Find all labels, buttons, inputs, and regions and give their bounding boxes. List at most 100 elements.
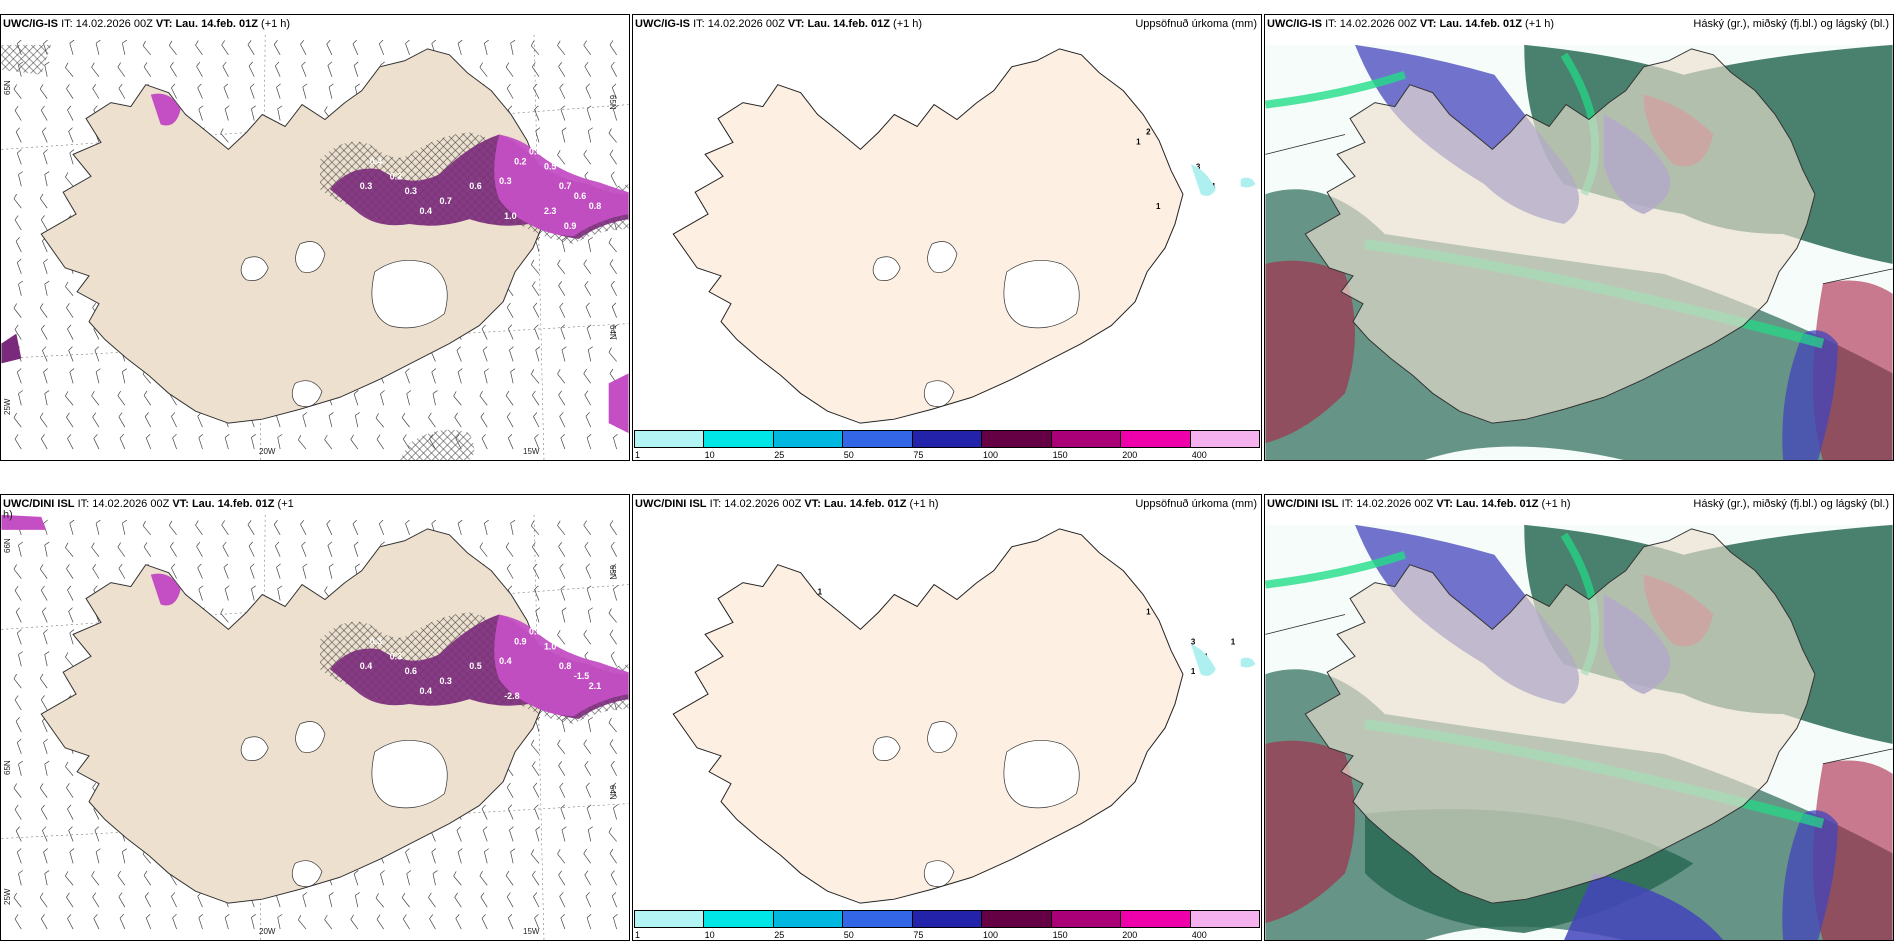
- axis-label-w25: 25W: [3, 888, 12, 905]
- colorbar-tick-label: 150: [1052, 930, 1068, 940]
- init-time: 14.02.2026 00Z: [1339, 18, 1417, 30]
- colorbar-tick-label: 400: [1191, 930, 1207, 940]
- init-time: 14.02.2026 00Z: [75, 18, 153, 30]
- map-panel-1: 0.4 0.3 0.2 0.3 0.4 0.7 0.6 0.3 0.2 0.3 0.5 0.7 0.6 0…: [0, 14, 630, 461]
- map-canvas: 1 1 3 1 1 1: [633, 495, 1261, 940]
- valid-time: Lau. 14.feb. 01Z: [823, 498, 907, 510]
- colorbar-swatch: [704, 430, 774, 448]
- colorbar-swatch: [1190, 430, 1260, 448]
- axis-label-w15: 15W: [523, 927, 540, 936]
- axis-label-n66: 66N: [3, 538, 12, 553]
- colorbar-tick-label: 150: [1052, 450, 1068, 460]
- colorbar-swatch: [982, 910, 1052, 928]
- vt-label: VT:: [155, 18, 173, 30]
- valid-time: Lau. 14.feb. 01Z: [1439, 18, 1522, 30]
- init-time: 14.02.2026 00Z: [724, 498, 802, 510]
- panel-header: UWC/DINI ISL IT: 14.02.2026 00Z VT: Lau.…: [1265, 495, 1893, 513]
- colorbar-tick-label: 25: [774, 450, 785, 460]
- map-canvas: [1265, 495, 1893, 940]
- precip-value-label: 0.5: [544, 161, 556, 171]
- accum-label: 1: [1231, 637, 1236, 646]
- valid-time: Lau. 14.feb. 01Z: [807, 18, 890, 30]
- valid-time: Lau. 14.feb. 01Z: [191, 498, 275, 510]
- precip-value-label: 0.4: [420, 686, 432, 696]
- panel-header: UWC/IG-IS IT: 14.02.2026 00Z VT: Lau. 14…: [633, 15, 1261, 33]
- accum-label: 1: [1136, 137, 1141, 146]
- model-name: UWC/IG-IS: [1267, 18, 1322, 30]
- colorbar-tick-label: 100: [983, 450, 999, 460]
- axis-label-w20: 20W: [259, 927, 276, 936]
- colorbar-tick-label: 1: [635, 930, 641, 940]
- panel-header: UWC/IG-IS IT: 14.02.2026 00Z VT: Lau. 14…: [1265, 15, 1893, 33]
- axis-label-n65-right: 65N: [608, 95, 617, 110]
- colorbar-swatch: [634, 430, 705, 448]
- precip-value-label: 0.9: [514, 636, 526, 646]
- precip-value-label: 0.2: [514, 156, 526, 166]
- colorbar-tick-label: 10: [704, 930, 715, 940]
- colorbar-swatch: [1051, 910, 1122, 928]
- axis-label-w20: 20W: [259, 447, 276, 456]
- colorbar-swatch: [773, 430, 844, 448]
- init-time: 14.02.2026 00Z: [1356, 498, 1434, 510]
- precip-value-label: 0.4: [420, 206, 432, 216]
- accum-label: 3: [1191, 637, 1196, 646]
- colorbar-tick-label: 75: [913, 450, 924, 460]
- precip-value-label: 0.5: [469, 661, 481, 671]
- precip-value-label: -1.5: [574, 671, 589, 681]
- colorbar-swatch: [1121, 910, 1191, 928]
- colorbar-swatch: [843, 910, 913, 928]
- colorbar-swatch: [843, 430, 913, 448]
- precip-value-label: -2.8: [504, 691, 519, 701]
- lead-time: (+1 h): [1525, 18, 1555, 30]
- accum-label: 1: [1191, 667, 1196, 676]
- vt-label: VT:: [1419, 18, 1437, 30]
- colorbar-swatch: [1190, 910, 1260, 928]
- precip-value-label: 2.1: [589, 681, 601, 691]
- axis-label-n65: 65N: [3, 80, 12, 95]
- init-time: 14.02.2026 00Z: [92, 498, 170, 510]
- axis-label-n65: 65N: [3, 760, 12, 775]
- map-canvas: 12341: [633, 15, 1261, 460]
- precip-value-label: 0.3: [529, 146, 541, 156]
- panel-header: UWC/DINI ISL IT: 14.02.2026 00Z VT: Lau.…: [633, 495, 1261, 513]
- lead-time: (+1 h): [893, 18, 923, 30]
- accum-label: 1: [1156, 202, 1161, 211]
- precip-value-label: 0.5: [529, 626, 541, 636]
- precip-value-label: 2.3: [544, 206, 556, 216]
- precip-colorbar: [634, 910, 1260, 928]
- axis-label-w15: 15W: [523, 447, 540, 456]
- precip-value-label: 0.3: [499, 176, 511, 186]
- lead-time: (+1 h): [1541, 498, 1571, 510]
- colorbar-swatch: [1121, 430, 1191, 448]
- init-time: 14.02.2026 00Z: [707, 18, 785, 30]
- precip-value-label: 0.3: [360, 181, 372, 191]
- precip-value-label: 0.9: [564, 221, 576, 231]
- vt-label: VT:: [787, 18, 805, 30]
- precip-value-label: 1.0: [504, 211, 516, 221]
- colorbar-swatch: [982, 430, 1052, 448]
- map-panel-2: 12341 UWC/IG-IS IT: 14.02.2026 00Z VT: L…: [632, 14, 1262, 461]
- it-label: IT:: [709, 498, 722, 510]
- model-name: UWC/IG-IS: [635, 18, 690, 30]
- precip-value-label: 0.7: [439, 196, 451, 206]
- colorbar-swatch: [704, 910, 774, 928]
- colorbar-swatch: [912, 430, 983, 448]
- valid-time: Lau. 14.feb. 01Z: [1455, 498, 1539, 510]
- colorbar-tick-label: 200: [1122, 930, 1138, 940]
- model-name: UWC/DINI ISL: [635, 498, 707, 510]
- precip-value-label: 0.3: [405, 186, 417, 196]
- precip-value-label: 0.4: [360, 661, 372, 671]
- vt-label: VT:: [1436, 498, 1453, 510]
- axis-label-w25: 25W: [3, 398, 12, 415]
- valid-time: Lau. 14.feb. 01Z: [175, 18, 258, 30]
- colorbar-tick-label: 10: [704, 450, 715, 460]
- precip-value-label: 0.4: [370, 156, 382, 166]
- it-label: IT:: [77, 498, 90, 510]
- axis-label-n64-right: 64N: [608, 325, 617, 340]
- precip-value-label: 0.4: [499, 656, 511, 666]
- field-title: Háský (gr.), miðský (fj.bl.) og lágský (…: [1693, 18, 1889, 30]
- precip-value-label: 0.6: [469, 181, 481, 191]
- colorbar-tick-label: 1: [635, 450, 641, 460]
- colorbar-tick-label: 200: [1122, 450, 1138, 460]
- precip-value-label: 0.3: [370, 636, 382, 646]
